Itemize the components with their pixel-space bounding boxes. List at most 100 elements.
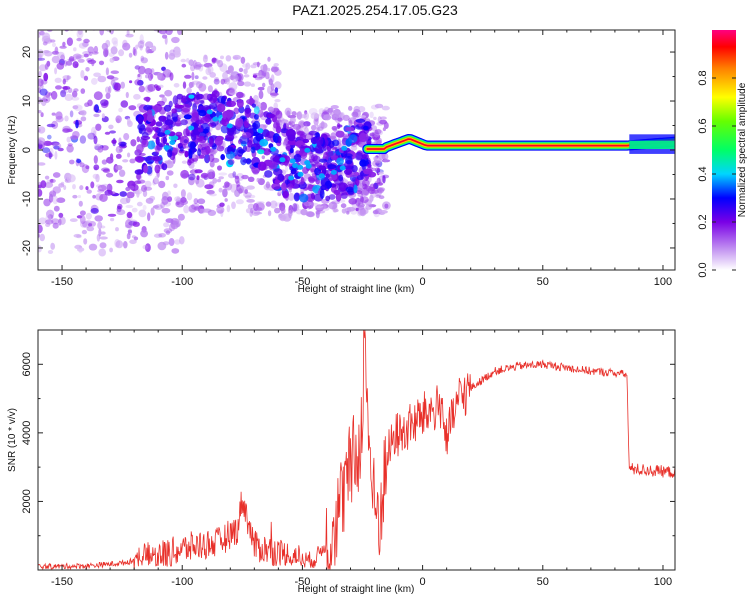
spectrogram-cell xyxy=(60,54,65,61)
spectrogram-cell xyxy=(371,125,377,131)
spectrogram-cell xyxy=(217,95,227,104)
spectrogram-cell xyxy=(66,144,74,153)
spectrogram-cell xyxy=(246,185,255,190)
x-tick-label: 50 xyxy=(537,276,549,288)
spectrogram-cell xyxy=(109,57,115,63)
spectrogram-cell xyxy=(282,190,290,199)
spectrogram-cell xyxy=(274,99,281,103)
spectrogram-cell xyxy=(110,153,114,161)
spectrogram-cell xyxy=(106,172,114,178)
spectrogram-cell xyxy=(262,124,268,128)
spectrogram-cell xyxy=(262,82,266,88)
spectrogram-cell xyxy=(209,193,217,197)
spectrogram-cell xyxy=(251,103,256,108)
spectrogram-cell xyxy=(78,200,83,207)
spectrogram-cell xyxy=(240,56,246,64)
spectrogram-cell xyxy=(188,204,197,213)
spectrogram-cell xyxy=(348,134,358,144)
spectrogram-cell xyxy=(183,205,190,214)
spectrogram-cell xyxy=(296,180,305,185)
spectrogram-cell xyxy=(145,125,154,133)
spectrogram-peak xyxy=(341,145,348,151)
spectrogram-cell xyxy=(293,192,300,202)
spectrogram-cell xyxy=(115,165,123,171)
spectrogram-cell xyxy=(162,241,170,246)
spectrogram-cell xyxy=(264,71,270,80)
spectrogram-cell xyxy=(245,208,253,214)
spectrogram-cell xyxy=(175,131,183,137)
spectrogram-cell xyxy=(45,214,52,224)
spectrogram-cell xyxy=(130,139,137,147)
spectrogram-cell xyxy=(253,114,259,120)
spectrogram-cell xyxy=(136,136,140,143)
spectrogram-cell xyxy=(52,142,62,150)
spectrogram-cell xyxy=(322,206,330,211)
spectrogram-cell xyxy=(207,209,217,216)
spectrogram-cell xyxy=(382,175,386,184)
spectrogram-cell xyxy=(52,172,61,178)
spectrogram-cell xyxy=(200,172,209,178)
spectrogram-cell xyxy=(91,126,97,136)
spectrogram-cell xyxy=(115,153,122,159)
spectrogram-cell xyxy=(136,179,146,184)
spectrogram-cell xyxy=(85,212,92,220)
spectrogram-cell xyxy=(99,30,104,36)
spectrogram-cell xyxy=(345,155,353,165)
spectrogram-cell xyxy=(256,61,260,68)
spectrogram-cell xyxy=(336,122,341,130)
spectrogram-cell xyxy=(232,171,237,178)
spectrogram-cell xyxy=(37,24,42,29)
spectrogram-cell xyxy=(176,201,180,206)
spectrogram-cell xyxy=(62,86,71,90)
spectrogram-cell xyxy=(38,162,46,166)
colorbar-tick-label: 0.0 xyxy=(697,262,709,277)
spectrogram-cell xyxy=(274,179,281,185)
spectrogram-cell xyxy=(181,103,191,113)
spectrogram-cell xyxy=(242,158,252,164)
spectrogram-cell xyxy=(197,198,206,205)
spectrogram-cell xyxy=(260,101,267,111)
spectrogram-cell xyxy=(369,132,375,137)
spectrogram-cell xyxy=(359,159,367,167)
spectrogram-cell xyxy=(97,184,107,192)
spectrogram-cell xyxy=(237,80,245,87)
spectrogram-cell xyxy=(99,242,107,249)
spectrogram-cell xyxy=(268,78,273,86)
spectrogram-cell xyxy=(77,18,84,22)
spectrogram-cell xyxy=(363,168,373,175)
spectrogram-cell xyxy=(362,153,369,160)
spectrogram-cell xyxy=(334,110,342,119)
spectrogram-cell xyxy=(257,161,267,171)
spectrogram-cell xyxy=(47,250,54,254)
spectrogram-cell xyxy=(181,160,188,164)
spectrogram-cell xyxy=(129,158,136,164)
spectrogram-cell xyxy=(65,60,73,66)
spectrogram-cell xyxy=(138,65,146,75)
spectrogram-cell xyxy=(359,132,369,143)
spectrogram-cell xyxy=(62,41,66,47)
spectrogram-cell xyxy=(327,108,333,115)
spectrogram-cell xyxy=(167,190,171,196)
spectrogram-cell xyxy=(76,247,85,252)
spectrogram-cell xyxy=(188,173,196,181)
x-tick-label: -150 xyxy=(51,276,73,288)
spectrogram-cell xyxy=(44,175,50,180)
spectrogram-cell xyxy=(355,118,366,123)
spectrogram-cell xyxy=(99,193,108,202)
spectrogram-cell xyxy=(299,193,309,203)
spectrogram-cell xyxy=(203,135,209,141)
spectrogram-cell xyxy=(205,145,211,155)
spectrogram-cell xyxy=(46,179,54,185)
spectrogram-cell xyxy=(136,201,143,207)
spectrogram-cell xyxy=(193,206,201,211)
spectrogram-cell xyxy=(145,243,151,253)
spectrogram-cell xyxy=(243,118,250,129)
spectrogram-cell xyxy=(156,100,165,107)
spectrogram-cell xyxy=(124,224,133,229)
spectrogram-cell xyxy=(318,165,326,171)
spectrogram-cell xyxy=(80,110,87,116)
spectrogram-cell xyxy=(280,206,286,215)
spectrogram-cell xyxy=(161,124,171,130)
spectrogram-cell xyxy=(274,135,279,144)
spectrogram-cell xyxy=(147,84,156,92)
